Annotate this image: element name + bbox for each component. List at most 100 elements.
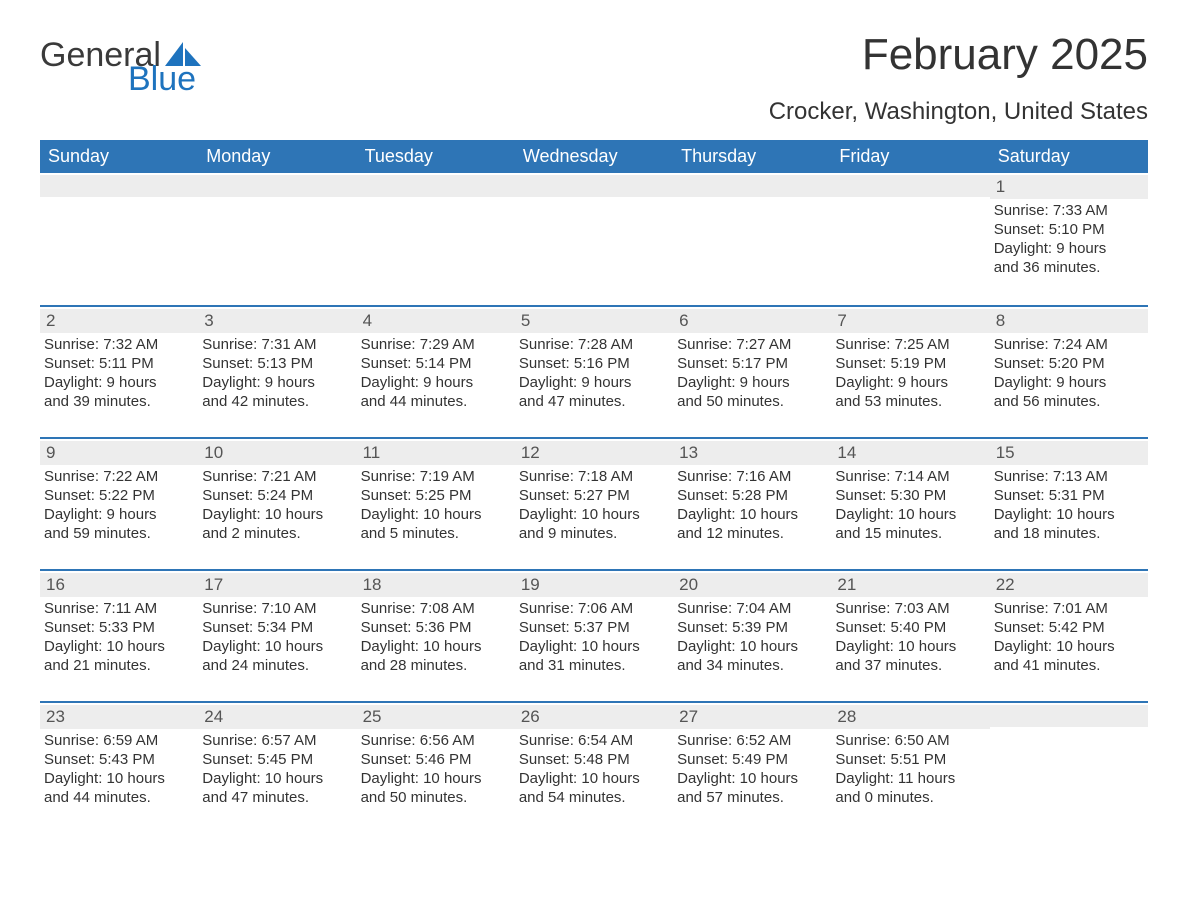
- day-cell: 7Sunrise: 7:25 AMSunset: 5:19 PMDaylight…: [831, 307, 989, 437]
- daylight-line-2: and 57 minutes.: [677, 788, 827, 807]
- day-cell: 4Sunrise: 7:29 AMSunset: 5:14 PMDaylight…: [357, 307, 515, 437]
- daylight-line-1: Daylight: 9 hours: [44, 373, 194, 392]
- sunset-line: Sunset: 5:27 PM: [519, 486, 669, 505]
- sunrise-line: Sunrise: 7:32 AM: [44, 335, 194, 354]
- day-cell: [515, 173, 673, 305]
- day-number: 1: [990, 175, 1148, 199]
- day-cell: 17Sunrise: 7:10 AMSunset: 5:34 PMDayligh…: [198, 571, 356, 701]
- day-cell: [990, 703, 1148, 833]
- day-cell: 24Sunrise: 6:57 AMSunset: 5:45 PMDayligh…: [198, 703, 356, 833]
- daylight-line-2: and 56 minutes.: [994, 392, 1144, 411]
- sunrise-line: Sunrise: 7:03 AM: [835, 599, 985, 618]
- day-of-week-header: SundayMondayTuesdayWednesdayThursdayFrid…: [40, 140, 1148, 173]
- day-cell: 19Sunrise: 7:06 AMSunset: 5:37 PMDayligh…: [515, 571, 673, 701]
- sunrise-line: Sunrise: 7:29 AM: [361, 335, 511, 354]
- sunset-line: Sunset: 5:14 PM: [361, 354, 511, 373]
- daylight-line-1: Daylight: 9 hours: [202, 373, 352, 392]
- daylight-line-2: and 0 minutes.: [835, 788, 985, 807]
- daylight-line-2: and 12 minutes.: [677, 524, 827, 543]
- daylight-line-2: and 36 minutes.: [994, 258, 1144, 277]
- sunrise-line: Sunrise: 6:59 AM: [44, 731, 194, 750]
- sunset-line: Sunset: 5:46 PM: [361, 750, 511, 769]
- daylight-line-1: Daylight: 9 hours: [835, 373, 985, 392]
- week-row: 1Sunrise: 7:33 AMSunset: 5:10 PMDaylight…: [40, 173, 1148, 305]
- daylight-line-1: Daylight: 10 hours: [361, 505, 511, 524]
- sunset-line: Sunset: 5:13 PM: [202, 354, 352, 373]
- day-cell: 14Sunrise: 7:14 AMSunset: 5:30 PMDayligh…: [831, 439, 989, 569]
- day-cell: 27Sunrise: 6:52 AMSunset: 5:49 PMDayligh…: [673, 703, 831, 833]
- daylight-line-2: and 9 minutes.: [519, 524, 669, 543]
- sunrise-line: Sunrise: 7:01 AM: [994, 599, 1144, 618]
- daylight-line-1: Daylight: 10 hours: [44, 637, 194, 656]
- dow-sunday: Sunday: [40, 140, 198, 173]
- day-number: 19: [515, 573, 673, 597]
- daylight-line-2: and 15 minutes.: [835, 524, 985, 543]
- sunset-line: Sunset: 5:51 PM: [835, 750, 985, 769]
- day-number: 26: [515, 705, 673, 729]
- daylight-line-1: Daylight: 9 hours: [677, 373, 827, 392]
- day-cell: 3Sunrise: 7:31 AMSunset: 5:13 PMDaylight…: [198, 307, 356, 437]
- day-number: 6: [673, 309, 831, 333]
- sunset-line: Sunset: 5:22 PM: [44, 486, 194, 505]
- daylight-line-1: Daylight: 10 hours: [519, 505, 669, 524]
- day-number: [198, 175, 356, 197]
- daylight-line-1: Daylight: 10 hours: [677, 505, 827, 524]
- daylight-line-1: Daylight: 9 hours: [994, 373, 1144, 392]
- day-number: 12: [515, 441, 673, 465]
- day-number: 17: [198, 573, 356, 597]
- day-number: 5: [515, 309, 673, 333]
- sunrise-line: Sunrise: 7:27 AM: [677, 335, 827, 354]
- sunset-line: Sunset: 5:28 PM: [677, 486, 827, 505]
- daylight-line-2: and 53 minutes.: [835, 392, 985, 411]
- day-number: 3: [198, 309, 356, 333]
- daylight-line-2: and 50 minutes.: [361, 788, 511, 807]
- day-cell: 22Sunrise: 7:01 AMSunset: 5:42 PMDayligh…: [990, 571, 1148, 701]
- daylight-line-2: and 18 minutes.: [994, 524, 1144, 543]
- daylight-line-2: and 5 minutes.: [361, 524, 511, 543]
- day-cell: 1Sunrise: 7:33 AMSunset: 5:10 PMDaylight…: [990, 173, 1148, 305]
- sunrise-line: Sunrise: 7:22 AM: [44, 467, 194, 486]
- month-title: February 2025: [769, 30, 1148, 80]
- sunrise-line: Sunrise: 7:06 AM: [519, 599, 669, 618]
- daylight-line-1: Daylight: 10 hours: [44, 769, 194, 788]
- day-cell: 25Sunrise: 6:56 AMSunset: 5:46 PMDayligh…: [357, 703, 515, 833]
- daylight-line-1: Daylight: 11 hours: [835, 769, 985, 788]
- daylight-line-1: Daylight: 9 hours: [994, 239, 1144, 258]
- daylight-line-2: and 47 minutes.: [519, 392, 669, 411]
- daylight-line-2: and 50 minutes.: [677, 392, 827, 411]
- dow-wednesday: Wednesday: [515, 140, 673, 173]
- dow-monday: Monday: [198, 140, 356, 173]
- day-number: 25: [357, 705, 515, 729]
- sunrise-line: Sunrise: 7:08 AM: [361, 599, 511, 618]
- daylight-line-1: Daylight: 10 hours: [677, 769, 827, 788]
- day-cell: 23Sunrise: 6:59 AMSunset: 5:43 PMDayligh…: [40, 703, 198, 833]
- daylight-line-2: and 2 minutes.: [202, 524, 352, 543]
- day-cell: [831, 173, 989, 305]
- daylight-line-2: and 31 minutes.: [519, 656, 669, 675]
- logo: General Blue: [40, 30, 201, 96]
- daylight-line-2: and 24 minutes.: [202, 656, 352, 675]
- sunrise-line: Sunrise: 7:19 AM: [361, 467, 511, 486]
- daylight-line-2: and 47 minutes.: [202, 788, 352, 807]
- day-cell: [673, 173, 831, 305]
- dow-thursday: Thursday: [673, 140, 831, 173]
- daylight-line-2: and 42 minutes.: [202, 392, 352, 411]
- day-number: [40, 175, 198, 197]
- day-cell: 28Sunrise: 6:50 AMSunset: 5:51 PMDayligh…: [831, 703, 989, 833]
- sunset-line: Sunset: 5:33 PM: [44, 618, 194, 637]
- day-cell: 11Sunrise: 7:19 AMSunset: 5:25 PMDayligh…: [357, 439, 515, 569]
- sunrise-line: Sunrise: 6:52 AM: [677, 731, 827, 750]
- day-number: 16: [40, 573, 198, 597]
- daylight-line-1: Daylight: 10 hours: [835, 505, 985, 524]
- daylight-line-2: and 44 minutes.: [361, 392, 511, 411]
- sunrise-line: Sunrise: 7:33 AM: [994, 201, 1144, 220]
- sunset-line: Sunset: 5:49 PM: [677, 750, 827, 769]
- sunrise-line: Sunrise: 7:28 AM: [519, 335, 669, 354]
- sunrise-line: Sunrise: 7:13 AM: [994, 467, 1144, 486]
- daylight-line-1: Daylight: 10 hours: [202, 637, 352, 656]
- day-cell: 21Sunrise: 7:03 AMSunset: 5:40 PMDayligh…: [831, 571, 989, 701]
- daylight-line-2: and 37 minutes.: [835, 656, 985, 675]
- daylight-line-1: Daylight: 10 hours: [994, 637, 1144, 656]
- day-number: 8: [990, 309, 1148, 333]
- sunset-line: Sunset: 5:24 PM: [202, 486, 352, 505]
